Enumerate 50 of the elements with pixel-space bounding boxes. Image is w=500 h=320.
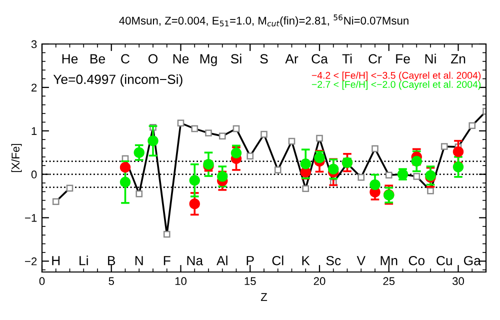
y-tick-label: 0 — [31, 170, 37, 178]
annotation: Mg — [200, 54, 217, 66]
text: −2.7 < [Fe/H] <−2.0 (Cayrel et al. 2004) — [312, 80, 481, 90]
y-tick-label: −1 — [25, 214, 37, 222]
annotation: Ne — [173, 54, 189, 64]
annotation: Mn — [380, 256, 398, 266]
annotation: Cu — [436, 256, 452, 266]
annotation: Cl — [272, 256, 284, 266]
annotation: Be — [90, 54, 105, 64]
x-axis-title: Z — [260, 293, 268, 301]
annotation: P — [246, 256, 254, 266]
annotation: He — [62, 54, 78, 64]
annotation: Ni — [425, 54, 436, 64]
chart-title: 40Msun, Z=0.004, E$_{51}$=1.0, M$_{cut}$(fin)=2.81, $^{56}$Ni=0.07Msun — [119, 14, 408, 27]
annotation: Sc — [326, 256, 341, 266]
annotation: K — [302, 256, 310, 266]
annotation: B — [108, 256, 116, 266]
y-tick-label: −2 — [25, 257, 37, 266]
y-axis-title: [X/Fe] — [11, 144, 22, 172]
annotation: Si — [230, 54, 242, 64]
x-tick-label: 0 — [39, 277, 45, 286]
text: −4.2 < [Fe/H] <−3.5 (Cayrel et al. 2004) — [312, 72, 481, 81]
y-tick-label: 2 — [32, 84, 37, 92]
x-tick-label: 15 — [244, 277, 256, 286]
x-tick-label: 10 — [175, 277, 186, 286]
annotation: Na — [187, 256, 204, 266]
x-tick-label: 20 — [314, 277, 326, 286]
annotation: Co — [408, 256, 425, 266]
annotation: Zn — [450, 54, 466, 64]
annotation: Cr — [368, 54, 382, 64]
annotation: Fe — [396, 54, 410, 64]
y-tick-label: 3 — [31, 40, 37, 48]
annotation: Al — [216, 256, 228, 266]
annotation: Ga — [464, 256, 481, 266]
annotation: Li — [80, 256, 88, 266]
annotation: S — [260, 54, 268, 64]
annotation: N — [135, 256, 143, 266]
annotation: H — [52, 256, 60, 266]
annotation: C — [121, 54, 130, 64]
annotation: O — [148, 54, 158, 64]
y-tick-label: 1 — [32, 127, 37, 135]
x-tick-label: 5 — [108, 277, 114, 286]
x-tick-label: 30 — [452, 277, 464, 286]
x-tick-label: 25 — [383, 277, 395, 286]
annotation: Ti — [342, 54, 352, 64]
annotation: Ar — [285, 54, 298, 64]
annotation: Ca — [312, 54, 328, 64]
annotation: F — [164, 256, 170, 266]
annotation: V — [356, 256, 366, 266]
annotation: Ye=0.4997 (incom−Si) — [53, 74, 182, 87]
